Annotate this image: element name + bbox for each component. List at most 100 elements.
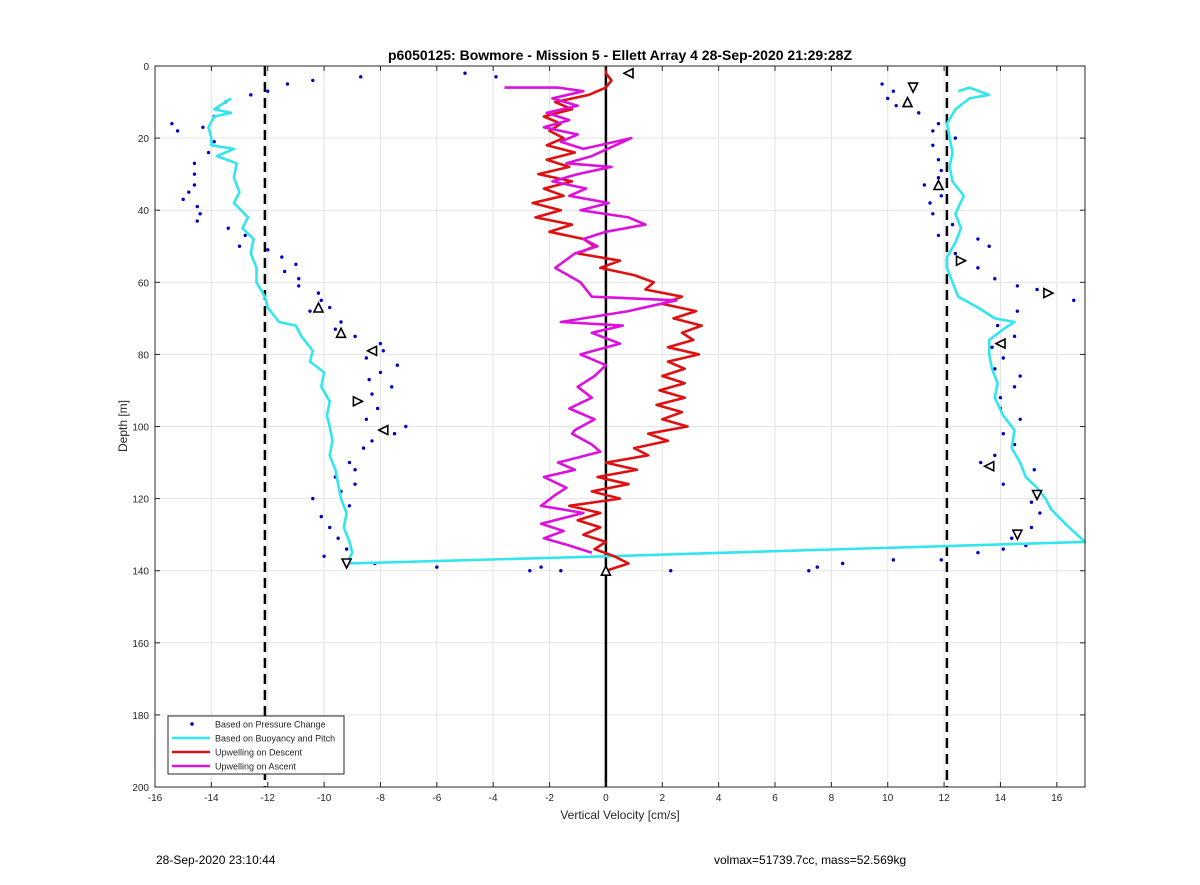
- legend-label: Based on Pressure Change: [215, 720, 326, 730]
- footer-timestamp: 28-Sep-2020 23:10:44: [156, 853, 276, 867]
- series-layer: [170, 67, 1087, 577]
- pressure-change-point: [1018, 417, 1022, 421]
- pressure-change-point: [319, 514, 323, 519]
- pressure-change-point: [381, 349, 385, 353]
- pressure-change-point: [669, 569, 673, 573]
- triangle-marker: [994, 337, 1006, 350]
- x-tick-label: -6: [432, 793, 441, 804]
- pressure-change-point: [212, 140, 216, 144]
- x-tick-label: -16: [148, 793, 163, 804]
- pressure-change-point: [361, 446, 366, 450]
- pressure-change-point: [976, 550, 980, 555]
- pressure-change-point: [181, 197, 185, 202]
- y-tick-label: 100: [132, 423, 149, 434]
- y-tick-label: 20: [138, 134, 150, 145]
- pressure-change-point: [1001, 356, 1005, 360]
- reference-lines: [263, 66, 949, 787]
- pressure-change-point: [993, 453, 997, 458]
- pressure-change-point: [370, 392, 374, 396]
- pressure-change-point: [1032, 468, 1036, 472]
- legend-marker: [190, 722, 194, 726]
- pressure-change-point: [1015, 284, 1020, 288]
- pressure-change-point: [319, 298, 323, 303]
- pressure-change-point: [894, 103, 898, 108]
- pressure-change-point: [249, 93, 253, 97]
- triangle-marker: [1011, 529, 1024, 541]
- pressure-change-point: [891, 558, 896, 562]
- pressure-change-point: [316, 291, 321, 295]
- x-axis-label: Vertical Velocity [cm/s]: [560, 808, 679, 822]
- series-line-based-on-buoyancy-and-pitch: [207, 86, 1087, 565]
- pressure-change-point: [339, 320, 343, 324]
- pressure-change-point: [840, 561, 845, 566]
- y-tick-label: 180: [132, 711, 149, 722]
- pressure-change-point: [928, 201, 932, 205]
- triangle-marker: [1043, 287, 1055, 299]
- pressure-change-point: [987, 244, 991, 248]
- pressure-change-point: [378, 370, 383, 375]
- pressure-change-point: [395, 363, 400, 367]
- pressure-change-point: [282, 269, 287, 274]
- pressure-change-point: [353, 482, 357, 486]
- pressure-change-point: [322, 554, 326, 558]
- triangle-marker: [377, 424, 389, 436]
- x-tick-label: 0: [603, 793, 609, 804]
- pressure-change-point: [311, 496, 315, 501]
- pressure-change-point: [539, 565, 543, 569]
- pressure-change-point: [359, 75, 363, 79]
- pressure-change-point: [494, 75, 498, 79]
- pressure-change-point: [280, 255, 284, 259]
- pressure-change-point: [390, 385, 394, 389]
- pressure-change-point: [936, 121, 941, 126]
- pressure-change-point: [378, 341, 383, 346]
- pressure-change-point: [435, 565, 439, 569]
- triangle-marker: [352, 395, 365, 408]
- pressure-change-point: [364, 417, 369, 421]
- triangle-marker: [622, 67, 634, 79]
- pressure-change-point: [953, 136, 958, 140]
- x-tick-label: 16: [1051, 793, 1063, 804]
- y-tick-label: 200: [132, 783, 149, 794]
- pressure-change-point: [1035, 287, 1039, 292]
- pressure-change-point: [528, 569, 532, 573]
- footer-volmax-mass: volmax=51739.7cc, mass=52.569kg: [714, 853, 907, 867]
- pressure-change-point: [175, 129, 180, 133]
- y-axis-label: Depth [m]: [116, 400, 130, 452]
- pressure-change-point: [328, 525, 332, 530]
- triangle-marker: [955, 254, 968, 267]
- pressure-change-point: [243, 233, 247, 238]
- pressure-change-point: [936, 158, 941, 162]
- pressure-change-point: [1029, 525, 1034, 530]
- x-tick-label: 4: [716, 793, 722, 804]
- pressure-change-point: [936, 176, 941, 180]
- x-tick-label: 12: [939, 793, 951, 804]
- pressure-change-point: [192, 172, 197, 176]
- x-tick-label: 10: [882, 793, 894, 804]
- pressure-change-point: [195, 204, 199, 209]
- pressure-change-point: [266, 248, 270, 252]
- x-tick-label: 6: [772, 793, 778, 804]
- pressure-change-point: [1001, 482, 1005, 486]
- pressure-change-point: [953, 251, 958, 256]
- pressure-change-point: [336, 536, 340, 540]
- pressure-change-point: [463, 71, 467, 75]
- pressure-change-point: [353, 468, 357, 472]
- triangle-marker: [982, 460, 995, 472]
- series-line-upwelling-on-descent: [531, 69, 704, 572]
- pressure-change-point: [353, 334, 357, 339]
- pressure-change-point: [392, 432, 397, 436]
- pressure-change-point: [1012, 385, 1017, 389]
- triangle-marker: [1031, 489, 1043, 502]
- pressure-change-point: [266, 89, 270, 93]
- pressure-change-point: [998, 395, 1003, 400]
- pressure-change-point: [931, 129, 935, 133]
- pressure-change-point: [1015, 309, 1020, 313]
- pressure-change-point: [206, 150, 211, 155]
- chart-title: p6050125: Bowmore - Mission 5 - Ellett A…: [388, 47, 852, 63]
- x-tick-label: 2: [659, 793, 665, 804]
- series-line-upwelling-on-ascent: [504, 86, 678, 554]
- pressure-change-point: [1010, 536, 1014, 540]
- pressure-change-point: [1018, 374, 1022, 378]
- pressure-change-point: [922, 183, 927, 187]
